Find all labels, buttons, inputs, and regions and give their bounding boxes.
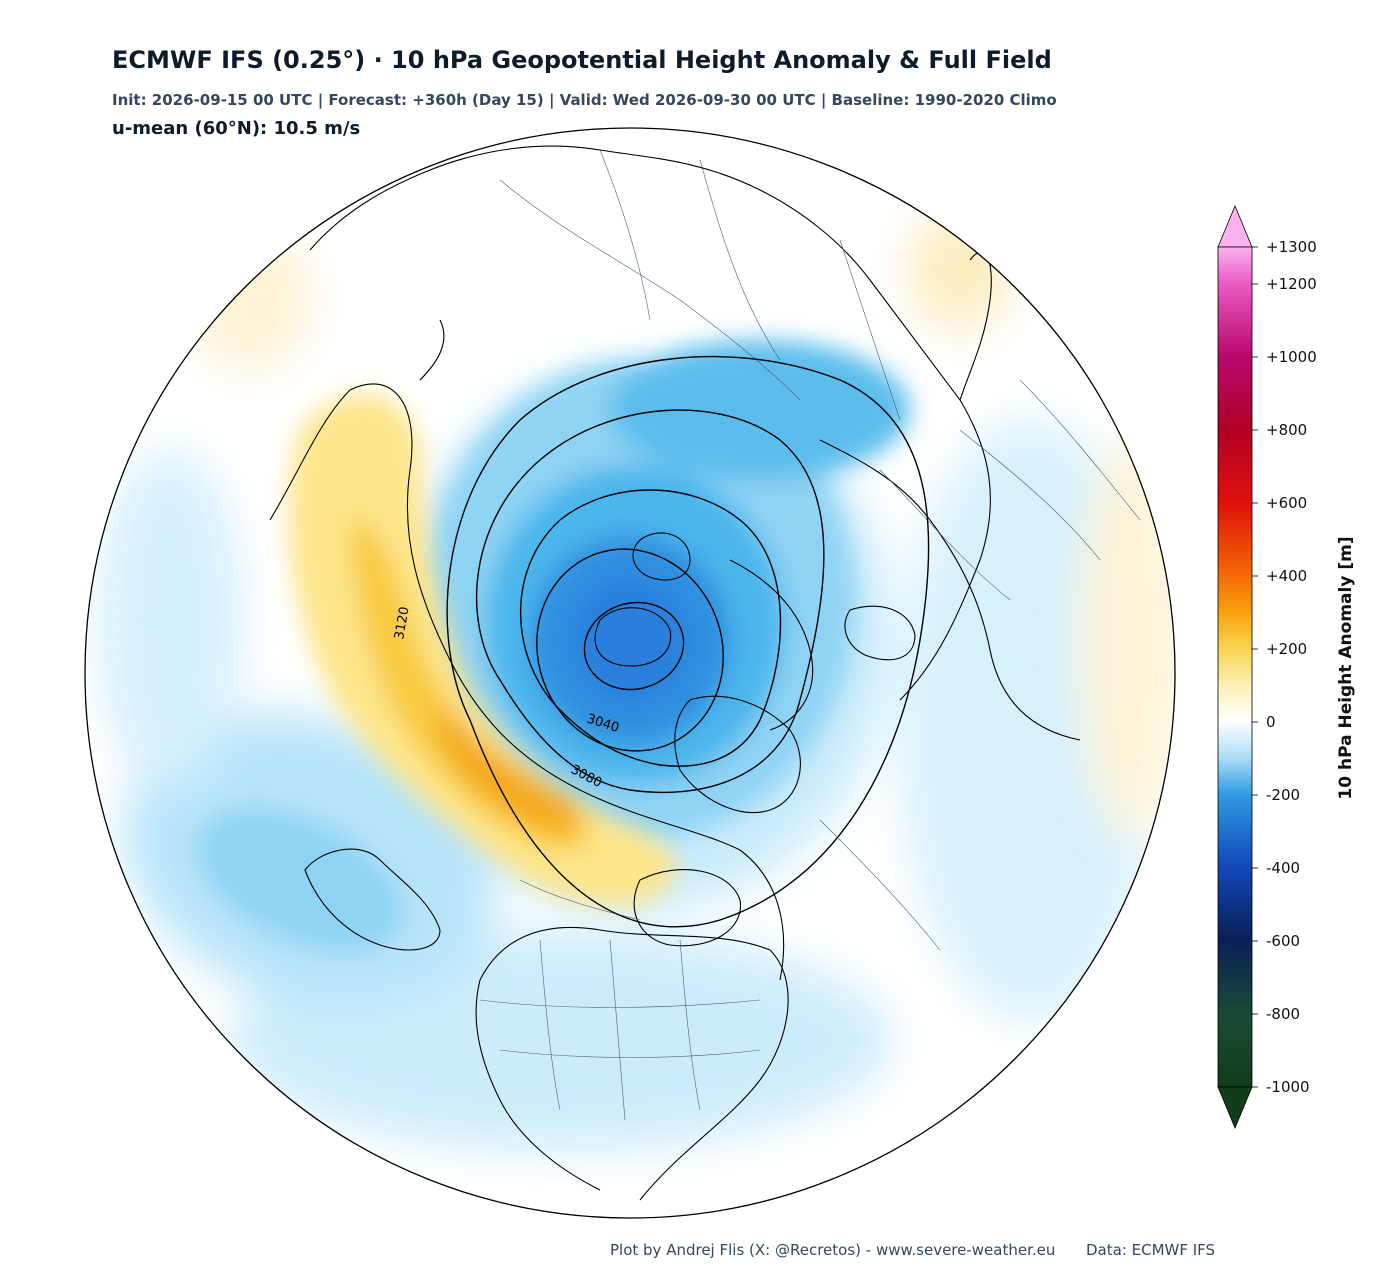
colorbar-tick-label: +200 bbox=[1266, 640, 1308, 658]
colorbar-extend-high bbox=[1217, 204, 1253, 248]
colorbar-tick-label: +400 bbox=[1266, 567, 1308, 585]
chart-title: ECMWF IFS (0.25°) · 10 hPa Geopotential … bbox=[112, 46, 1052, 74]
footer-data-source: Data: ECMWF IFS bbox=[1086, 1241, 1216, 1259]
contour-label: 3120 bbox=[392, 605, 413, 640]
coastlines bbox=[269, 145, 1081, 1201]
u-mean-readout: u-mean (60°N): 10.5 m/s bbox=[112, 118, 361, 139]
colorbar-title: 10 hPa Height Anomaly [m] bbox=[1336, 536, 1356, 800]
colorbar-tick-label: -400 bbox=[1266, 859, 1301, 877]
map-boundary bbox=[84, 127, 1176, 1219]
colorbar-tick-label: +1000 bbox=[1266, 348, 1317, 366]
colorbar-tick-label: -200 bbox=[1266, 786, 1301, 804]
colorbar-tick-label: 0 bbox=[1266, 713, 1276, 731]
colorbar-extend-low bbox=[1217, 1086, 1253, 1130]
colorbar-ticks bbox=[1252, 246, 1258, 1088]
colorbar-tick-label: +1300 bbox=[1266, 238, 1317, 256]
height-contours bbox=[446, 355, 930, 928]
colorbar bbox=[1217, 204, 1258, 1130]
colorbar-tick-label: +800 bbox=[1266, 421, 1308, 439]
colorbar-tick-label: +600 bbox=[1266, 494, 1308, 512]
run-info-subtitle: Init: 2026-09-15 00 UTC | Forecast: +360… bbox=[112, 91, 1057, 109]
country-borders bbox=[479, 149, 1141, 1121]
colorbar-tick-label: +1200 bbox=[1266, 275, 1317, 293]
colorbar-tick-label: -1000 bbox=[1266, 1078, 1310, 1096]
colorbar-tick-label: -600 bbox=[1266, 932, 1301, 950]
anomaly-shading bbox=[85, 128, 1175, 1218]
footer-credit: Plot by Andrej Flis (X: @Recretos) - www… bbox=[610, 1241, 1056, 1259]
colorbar-gradient bbox=[1217, 246, 1253, 1088]
colorbar-tick-label: -800 bbox=[1266, 1005, 1301, 1023]
